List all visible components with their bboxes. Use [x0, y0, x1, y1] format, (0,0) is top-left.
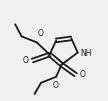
Text: O: O — [38, 29, 44, 38]
Text: NH: NH — [80, 49, 91, 58]
Text: O: O — [80, 70, 86, 79]
Text: O: O — [52, 81, 58, 90]
Text: O: O — [22, 56, 28, 65]
